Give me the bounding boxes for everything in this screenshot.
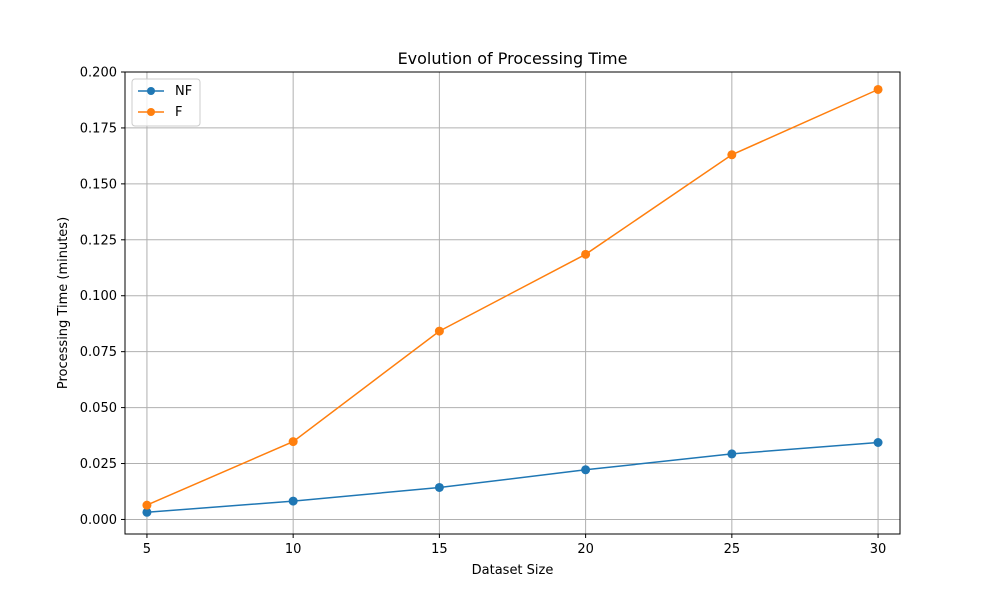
data-point-nf <box>727 449 737 459</box>
data-point-nf <box>142 507 152 517</box>
y-axis-title: Processing Time (minutes) <box>56 217 71 389</box>
series-line-f <box>146 88 879 506</box>
x-tick-label: 15 <box>431 542 448 557</box>
x-tick-label: 20 <box>577 542 594 557</box>
chart-title: Evolution of Processing Time <box>398 49 628 68</box>
data-point-nf <box>873 437 883 447</box>
x-tick-label: 25 <box>724 542 741 557</box>
plot-area-frame <box>124 71 901 535</box>
legend-marker-f <box>147 108 155 116</box>
data-point-nf <box>581 465 591 475</box>
data-point-f <box>288 437 298 447</box>
legend-label-f: F <box>175 105 182 120</box>
data-point-nf <box>288 496 298 506</box>
data-point-f <box>727 150 737 160</box>
y-tick-label: 0.000 <box>80 513 117 528</box>
y-tick-label: 0.100 <box>80 289 117 304</box>
data-point-f <box>873 84 883 94</box>
x-tick-label: 30 <box>870 542 887 557</box>
x-axis-title: Dataset Size <box>472 563 554 578</box>
data-point-f <box>434 326 444 336</box>
y-tick-label: 0.075 <box>80 345 117 360</box>
data-point-f <box>581 249 591 259</box>
y-tick-label: 0.200 <box>80 66 117 81</box>
ticks: 5 10 15 20 25 30 0.000 0.025 0.050 0.075 0.100 0.12… <box>80 66 887 558</box>
y-tick-label: 0.125 <box>80 233 117 248</box>
y-tick-label: 0.050 <box>80 401 117 416</box>
y-tick-label: 0.175 <box>80 121 117 136</box>
x-tick-label: 10 <box>285 542 302 557</box>
series-layer <box>142 84 883 517</box>
data-point-nf <box>434 482 444 492</box>
y-tick-label: 0.150 <box>80 177 117 192</box>
legend-marker-nf <box>147 87 155 95</box>
data-point-f <box>142 500 152 510</box>
series-line-nf <box>146 441 879 514</box>
legend-label-nf: NF <box>175 84 192 99</box>
y-tick-label: 0.025 <box>80 457 117 472</box>
x-tick-label: 5 <box>143 542 151 557</box>
legend: NF F <box>131 78 201 127</box>
